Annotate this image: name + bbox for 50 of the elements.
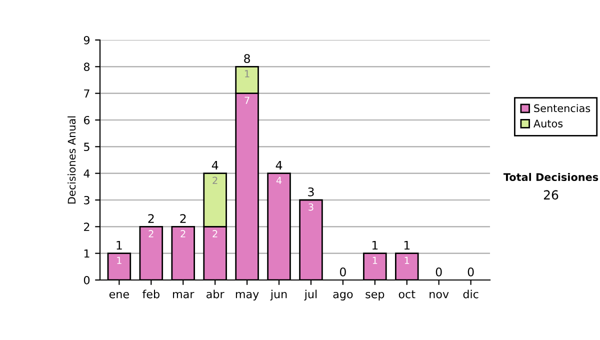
x-tick-label: ago bbox=[333, 292, 353, 300]
y-tick-label: 7 bbox=[84, 89, 90, 98]
total-label: 8 bbox=[244, 54, 250, 64]
x-tick-label: abr bbox=[206, 290, 224, 298]
x-tick-label: sep bbox=[366, 292, 384, 300]
data-label: 4 bbox=[276, 176, 282, 184]
total-label: 0 bbox=[340, 267, 346, 276]
x-tick-label: nov bbox=[430, 292, 449, 298]
total-label: 1 bbox=[116, 240, 122, 250]
text: 26 bbox=[544, 190, 558, 200]
total-label: 1 bbox=[404, 240, 410, 250]
y-tick-label: 6 bbox=[84, 116, 90, 124]
total-label: 3 bbox=[308, 187, 314, 196]
total-label: 0 bbox=[436, 267, 442, 276]
x-tick-label: feb bbox=[142, 290, 160, 298]
total-label: 4 bbox=[212, 160, 218, 170]
data-label: 7 bbox=[244, 96, 250, 104]
data-label: 3 bbox=[308, 203, 314, 211]
x-tick-label: oct bbox=[398, 290, 416, 298]
data-label: 2 bbox=[148, 230, 154, 238]
y-tick-label: 9 bbox=[84, 36, 90, 44]
data-label: 2 bbox=[212, 176, 218, 184]
total-label: 2 bbox=[180, 214, 186, 223]
data-label: 1 bbox=[372, 256, 378, 264]
x-tick-label: may bbox=[236, 292, 259, 300]
x-tick-label: jul bbox=[304, 290, 317, 300]
data-label: 2 bbox=[212, 230, 218, 238]
y-tick-label: 4 bbox=[84, 169, 90, 178]
y-tick-label: 5 bbox=[84, 142, 90, 152]
legend-label: Autos bbox=[534, 120, 563, 128]
legend-label: Sentencias bbox=[534, 104, 590, 112]
data-label: 1 bbox=[245, 70, 250, 78]
data-label: 1 bbox=[404, 256, 410, 264]
y-tick-label: 8 bbox=[84, 62, 90, 72]
text: Total Decisiones bbox=[503, 172, 598, 182]
y-tick-label: 2 bbox=[84, 222, 90, 231]
total-label: 0 bbox=[468, 267, 474, 276]
y-axis-title: Decisiones Anual bbox=[68, 116, 76, 204]
x-tick-label: ene bbox=[109, 292, 129, 298]
total-label: 1 bbox=[372, 240, 378, 250]
data-label: 2 bbox=[180, 230, 186, 238]
y-tick-label: 3 bbox=[84, 196, 90, 204]
total-label: 2 bbox=[148, 214, 154, 223]
x-tick-label: jun bbox=[270, 290, 287, 300]
y-tick-label: 1 bbox=[84, 249, 90, 258]
data-label: 1 bbox=[117, 256, 122, 264]
x-tick-label: mar bbox=[173, 292, 194, 298]
y-tick-label: 0 bbox=[84, 276, 90, 284]
total-label: 4 bbox=[276, 160, 282, 170]
x-tick-label: dic bbox=[463, 290, 478, 298]
